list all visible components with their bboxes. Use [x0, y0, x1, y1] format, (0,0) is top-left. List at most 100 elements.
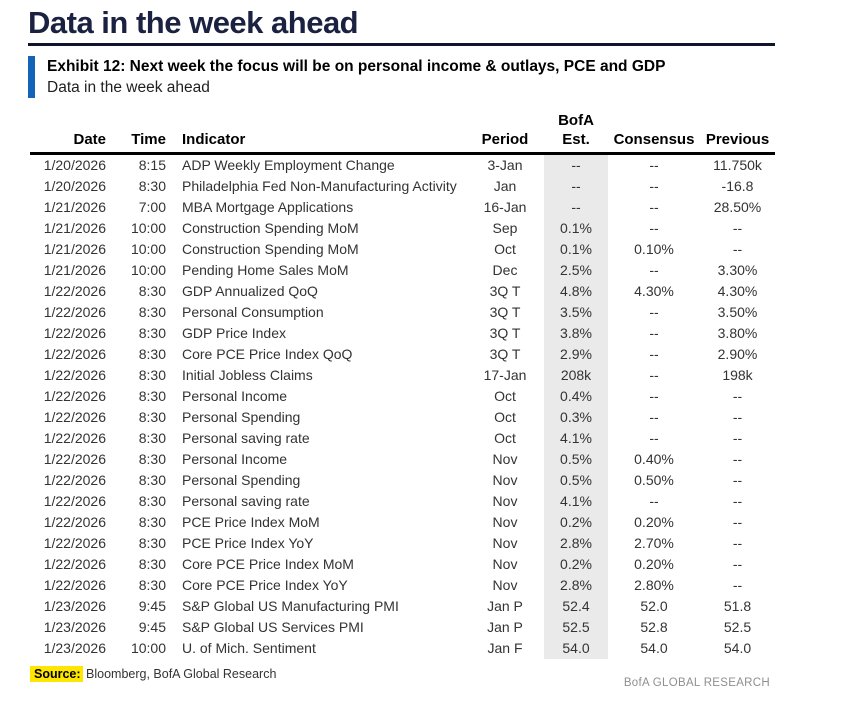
cell-period: Jan P	[487, 619, 523, 635]
cell-time: 8:15	[138, 157, 166, 173]
cell-est: 2.5%	[544, 260, 608, 281]
cell-previous: --	[732, 220, 743, 236]
cell-date: 1/23/2026	[43, 619, 106, 635]
column-header-bofa-est: Est.	[544, 130, 608, 155]
cell-previous: 2.90%	[717, 346, 758, 362]
cell-est: 2.9%	[544, 344, 608, 365]
cell-time: 8:30	[138, 535, 166, 551]
cell-period: Oct	[494, 388, 516, 404]
cell-indicator: Personal saving rate	[182, 430, 310, 446]
cell-est: 4.8%	[544, 281, 608, 302]
cell-indicator: ADP Weekly Employment Change	[182, 157, 395, 173]
cell-est: 4.1%	[544, 428, 608, 449]
cell-time: 8:30	[138, 556, 166, 572]
cell-previous: --	[732, 577, 743, 593]
cell-indicator: MBA Mortgage Applications	[182, 199, 354, 215]
cell-time: 8:30	[138, 493, 166, 509]
column-header-bofa: BofA	[558, 112, 594, 129]
cell-consensus: 0.10%	[634, 241, 674, 257]
table-row: 1/22/2026 8:30 Personal Consumption 3Q T 3.5…	[30, 302, 775, 323]
cell-time: 10:00	[130, 220, 166, 236]
exhibit-title: Exhibit 12: Next week the focus will be …	[47, 58, 666, 75]
exhibit-header: Exhibit 12: Next week the focus will be …	[28, 56, 847, 98]
cell-time: 10:00	[130, 640, 166, 656]
table-row: 1/22/2026 8:30 GDP Price Index 3Q T 3.8% -- 3.…	[30, 323, 775, 344]
table-row: 1/21/2026 10:00 Pending Home Sales MoM Dec 2…	[30, 260, 775, 281]
cell-previous: --	[732, 535, 743, 551]
table-row: 1/21/2026 7:00 MBA Mortgage Applications 16…	[30, 197, 775, 218]
table-row: 1/23/2026 10:00 U. of Mich. Sentiment Jan F…	[30, 638, 775, 659]
cell-consensus: --	[649, 199, 659, 215]
cell-previous: --	[732, 514, 743, 530]
cell-est: 4.1%	[544, 491, 608, 512]
cell-time: 8:30	[138, 325, 166, 341]
cell-period: 16-Jan	[483, 199, 527, 215]
cell-est: 2.8%	[544, 533, 608, 554]
cell-indicator: Core PCE Price Index QoQ	[182, 346, 353, 362]
cell-previous: -16.8	[721, 178, 754, 194]
title-divider	[28, 43, 775, 46]
cell-previous: 198k	[722, 367, 753, 383]
cell-est: 0.4%	[544, 386, 608, 407]
cell-indicator: S&P Global US Services PMI	[182, 619, 364, 635]
cell-indicator: Core PCE Price Index MoM	[182, 556, 354, 572]
table-row: 1/21/2026 10:00 Construction Spending MoM S…	[30, 218, 775, 239]
cell-indicator: Construction Spending MoM	[182, 220, 359, 236]
cell-consensus: --	[649, 220, 659, 236]
cell-time: 10:00	[130, 262, 166, 278]
table-row: 1/22/2026 8:30 Personal saving rate Nov 4.1%…	[30, 491, 775, 512]
cell-indicator: Personal saving rate	[182, 493, 310, 509]
cell-date: 1/22/2026	[43, 535, 106, 551]
column-header-date: Date	[30, 130, 106, 155]
cell-period: Dec	[492, 262, 518, 278]
table-row: 1/22/2026 8:30 Personal saving rate Oct 4.1%…	[30, 428, 775, 449]
cell-time: 8:30	[138, 283, 166, 299]
cell-period: Oct	[494, 409, 516, 425]
cell-est: 0.3%	[544, 407, 608, 428]
table-body: 1/20/2026 8:15 ADP Weekly Employment Chang…	[30, 153, 775, 659]
cell-time: 8:30	[138, 346, 166, 362]
cell-previous: --	[732, 472, 743, 488]
table-row: 1/23/2026 9:45 S&P Global US Manufacturing…	[30, 596, 775, 617]
cell-time: 8:30	[138, 430, 166, 446]
cell-consensus: --	[649, 157, 659, 173]
cell-indicator: Pending Home Sales MoM	[182, 262, 349, 278]
cell-indicator: PCE Price Index YoY	[182, 535, 314, 551]
cell-previous: 11.750k	[713, 157, 762, 173]
table-row: 1/22/2026 8:30 PCE Price Index YoY Nov 2.8% 2…	[30, 533, 775, 554]
cell-est: --	[544, 176, 608, 197]
cell-indicator: S&P Global US Manufacturing PMI	[182, 598, 399, 614]
cell-est: --	[544, 197, 608, 218]
cell-est: 52.5	[544, 617, 608, 638]
cell-period: Nov	[492, 535, 518, 551]
table-row: 1/23/2026 9:45 S&P Global US Services PMI J…	[30, 617, 775, 638]
cell-period: Jan P	[487, 598, 523, 614]
cell-period: Oct	[494, 430, 516, 446]
cell-consensus: 2.70%	[634, 535, 674, 551]
table-row: 1/22/2026 8:30 Personal Spending Nov 0.5% 0.5…	[30, 470, 775, 491]
table-row: 1/21/2026 10:00 Construction Spending MoM O…	[30, 239, 775, 260]
column-header-period: Period	[466, 130, 544, 155]
cell-date: 1/22/2026	[43, 346, 106, 362]
cell-est: 0.2%	[544, 554, 608, 575]
cell-consensus: --	[649, 430, 659, 446]
cell-period: Nov	[492, 556, 518, 572]
cell-indicator: PCE Price Index MoM	[182, 514, 320, 530]
cell-consensus: 0.40%	[634, 451, 674, 467]
cell-indicator: Personal Spending	[182, 472, 301, 488]
cell-date: 1/22/2026	[43, 493, 106, 509]
cell-est: 0.2%	[544, 512, 608, 533]
cell-date: 1/22/2026	[43, 472, 106, 488]
cell-previous: --	[732, 430, 743, 446]
source-line: Source: Bloomberg, BofA Global Research	[30, 666, 847, 682]
cell-period: Nov	[492, 493, 518, 509]
cell-indicator: GDP Annualized QoQ	[182, 283, 318, 299]
table-row: 1/22/2026 8:30 PCE Price Index MoM Nov 0.2% 0…	[30, 512, 775, 533]
cell-consensus: 0.20%	[634, 514, 674, 530]
cell-previous: 52.5	[723, 619, 752, 635]
table-header-row-bofa: BofA	[30, 111, 775, 130]
cell-consensus: 54.0	[640, 640, 668, 656]
exhibit-text-block: Exhibit 12: Next week the focus will be …	[35, 56, 665, 98]
cell-time: 8:30	[138, 577, 166, 593]
